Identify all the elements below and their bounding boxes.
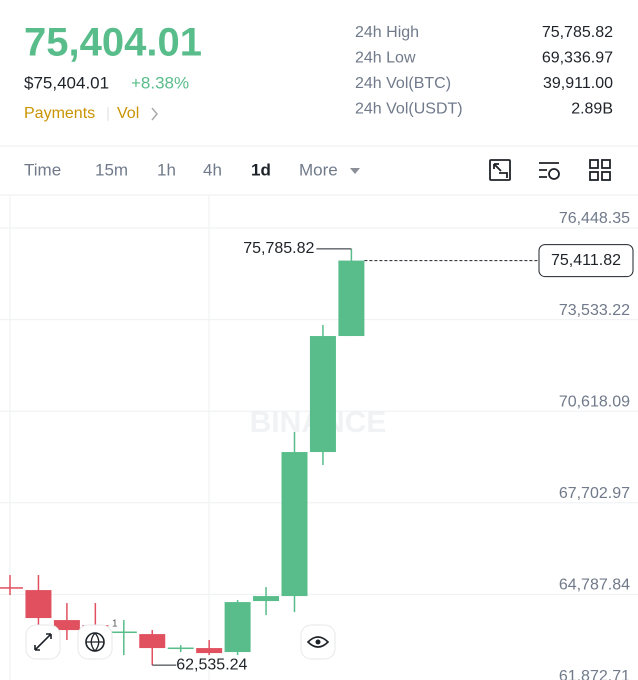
stats: 24h High 75,785.82 24h Low 69,336.97 24h Vol…: [355, 24, 613, 118]
y-tick-label: 73,533.22: [559, 302, 630, 319]
candle-body: [224, 602, 251, 653]
price-usd: $75,404.01: [24, 73, 109, 92]
icon[interactable]: [601, 159, 611, 169]
tab[interactable]: 15m: [95, 160, 128, 179]
tab[interactable]: 1d: [251, 160, 271, 179]
tab[interactable]: Time: [24, 160, 61, 179]
dropdown-arrow: [350, 168, 360, 174]
candle-body: [196, 648, 223, 654]
icon[interactable]: [489, 159, 511, 181]
candle-body: [110, 631, 137, 634]
chart-buttons: 1: [25, 619, 336, 660]
icon-detail: [548, 168, 560, 180]
icon-detail: [493, 163, 508, 178]
tabs: Time 15m 1h 4h 1d More: [24, 160, 338, 179]
candle-body: [281, 452, 308, 597]
candle-body: [309, 336, 336, 453]
tab[interactable]: 4h: [203, 160, 222, 179]
icon[interactable]: [539, 162, 559, 178]
candle-body: [0, 587, 23, 589]
stat-label: 24h High: [355, 24, 419, 41]
y-tick-label: 70,618.09: [559, 393, 630, 410]
toolbar-icons: [489, 159, 611, 181]
candle-body: [25, 590, 52, 619]
candle-body: [338, 260, 365, 337]
stat-label: 24h Low: [355, 50, 416, 67]
icon[interactable]: [601, 171, 611, 181]
current-price-label: 75,411.82: [551, 252, 621, 269]
stat-value: 39,911.00: [543, 75, 613, 92]
stat-label: 24h Vol(BTC): [355, 75, 451, 92]
badge: 1: [112, 619, 118, 630]
y-tick-label: 76,448.35: [559, 210, 630, 227]
icon[interactable]: [589, 171, 599, 181]
stat-value: 69,336.97: [542, 50, 613, 67]
high-marker-label: 75,785.82: [243, 240, 314, 257]
icon: [86, 632, 104, 653]
current-price-box: [538, 244, 634, 278]
chart: BINANCE 76,448.3573,533.2270,618.0967,70…: [0, 195, 638, 680]
icon: [34, 633, 52, 651]
link[interactable]: Vol: [117, 105, 139, 122]
icon: [306, 636, 330, 648]
link[interactable]: Payments: [24, 105, 95, 122]
icon: [315, 639, 321, 645]
stat-value: 75,785.82: [542, 24, 613, 41]
y-tick-label: 61,872.71: [559, 668, 630, 680]
y-tick-label: 64,787.84: [559, 577, 630, 594]
price: 75,404.01: [24, 21, 202, 65]
candle-body: [53, 620, 80, 631]
stat-label: 24h Vol(USDT): [355, 101, 463, 118]
change: +8.38%: [131, 73, 189, 92]
y-tick-label: 67,702.97: [559, 485, 630, 502]
candle-body: [139, 634, 166, 649]
candle-body: [167, 647, 194, 650]
tab[interactable]: 1h: [157, 160, 176, 179]
candle-body: [253, 596, 280, 602]
chevron: [151, 107, 158, 121]
stat-value: 2.89B: [571, 101, 613, 118]
tab[interactable]: More: [299, 160, 338, 179]
low-marker-label: 62,535.24: [176, 656, 247, 673]
icon[interactable]: [589, 159, 599, 169]
